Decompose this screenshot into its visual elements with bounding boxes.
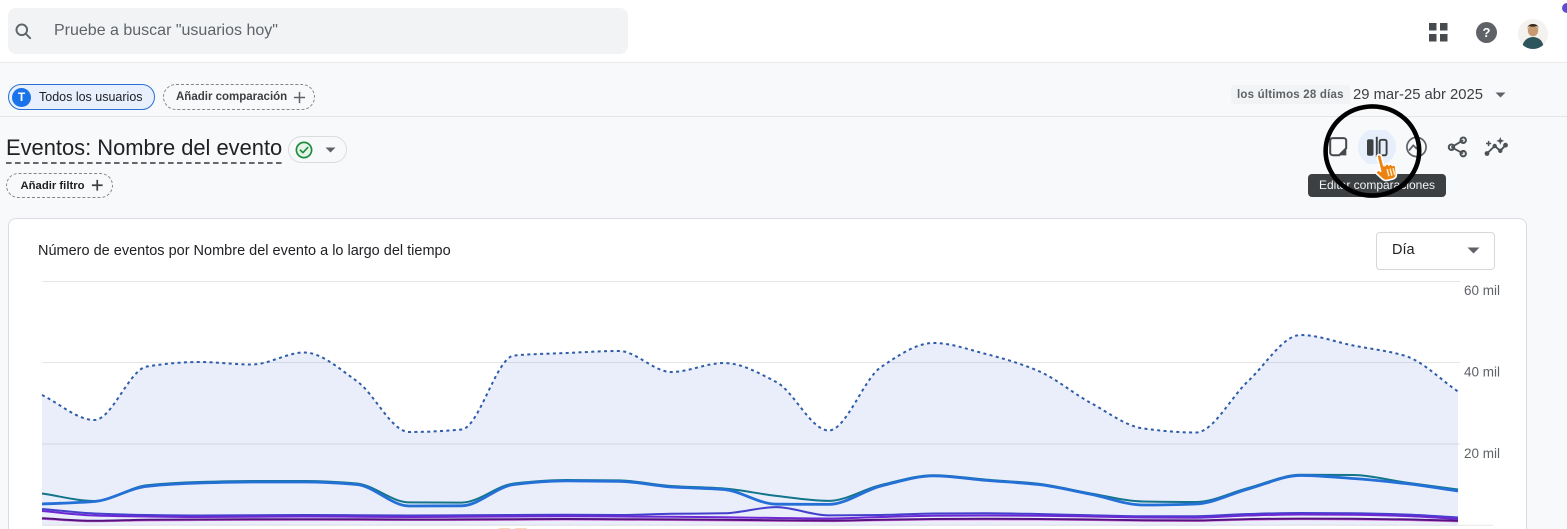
- svg-text:20 mil: 20 mil: [1464, 446, 1500, 461]
- svg-text:60 mil: 60 mil: [1464, 283, 1500, 298]
- svg-text:40 mil: 40 mil: [1464, 365, 1500, 380]
